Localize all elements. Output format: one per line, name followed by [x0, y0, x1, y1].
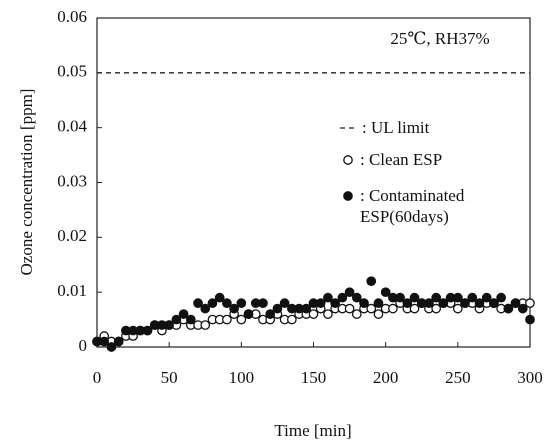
data-point — [503, 303, 514, 314]
data-point — [409, 303, 420, 314]
x-tick-label: 200 — [373, 368, 399, 387]
data-point — [286, 314, 297, 325]
data-point — [489, 298, 499, 308]
x-tick-label: 100 — [229, 368, 255, 387]
data-point — [431, 292, 442, 303]
data-point — [373, 309, 384, 319]
legend-symbol — [343, 191, 353, 201]
data-point — [272, 303, 283, 314]
data-point — [366, 303, 377, 314]
y-tick-label: 0.03 — [57, 171, 87, 190]
data-point — [330, 298, 340, 308]
data-point — [424, 298, 434, 308]
data-point — [99, 336, 110, 347]
data-point — [315, 298, 326, 308]
data-point — [380, 287, 391, 298]
x-tick-label: 300 — [517, 368, 543, 387]
y-tick-label: 0 — [79, 336, 88, 355]
data-point — [395, 292, 405, 303]
x-tick-label: 0 — [93, 368, 102, 387]
data-point — [344, 303, 355, 314]
y-tick-label: 0.02 — [57, 226, 87, 245]
data-point — [474, 298, 485, 308]
data-point — [279, 298, 290, 308]
data-point — [113, 336, 124, 347]
data-point — [106, 342, 117, 352]
data-point — [438, 298, 449, 308]
data-point — [200, 320, 211, 330]
data-point — [402, 298, 413, 308]
x-axis-label: Time [min] — [274, 421, 351, 440]
data-point — [388, 303, 398, 314]
legend-label: : UL limit — [362, 118, 430, 137]
data-point — [525, 298, 535, 308]
data-point — [236, 298, 247, 308]
data-point — [258, 298, 268, 308]
legend-label-box: : Clean ESP — [360, 150, 443, 169]
y-tick-label: 0.04 — [57, 117, 87, 136]
data-point — [265, 309, 276, 319]
data-point — [481, 292, 492, 303]
data-point — [452, 303, 463, 314]
data-point — [467, 292, 478, 303]
data-point — [214, 292, 225, 303]
data-point — [171, 314, 182, 325]
data-point — [351, 309, 362, 319]
y-axis-label: Ozone concentration [ppm] — [17, 89, 36, 276]
data-point — [373, 298, 384, 308]
data-point — [366, 276, 377, 287]
data-point — [460, 298, 470, 308]
data-point — [222, 298, 232, 308]
data-point — [496, 292, 506, 303]
x-tick-label: 50 — [161, 368, 178, 387]
y-tick-label: 0.05 — [57, 62, 87, 81]
legend-label: : Contaminated ESP(60days) — [360, 186, 465, 226]
data-point — [308, 309, 319, 319]
data-point — [525, 314, 535, 325]
data-point — [193, 298, 203, 308]
data-point — [359, 298, 369, 308]
data-point — [178, 309, 189, 319]
data-point — [301, 303, 312, 314]
data-point — [323, 292, 333, 303]
y-tick-label: 0.06 — [57, 7, 87, 26]
legend-label-box: : Contaminated ESP(60days) — [360, 186, 465, 226]
data-point — [344, 287, 355, 298]
data-point — [164, 320, 175, 330]
data-point — [337, 292, 348, 303]
annotation: 25℃, RH37% — [390, 29, 489, 48]
data-point — [200, 303, 211, 314]
x-tick-label: 250 — [445, 368, 471, 387]
data-point — [207, 298, 218, 308]
data-point — [409, 292, 420, 303]
legend-symbol — [343, 155, 353, 165]
data-point — [142, 325, 153, 336]
data-point — [323, 309, 333, 319]
x-tick-label: 150 — [301, 368, 327, 387]
data-point — [452, 292, 463, 303]
data-point — [351, 292, 362, 303]
legend-label: : Clean ESP — [360, 150, 443, 169]
data-point — [431, 303, 442, 314]
data-point — [243, 309, 254, 319]
y-tick-label: 0.01 — [57, 281, 87, 300]
data-point — [222, 314, 232, 325]
data-point — [229, 303, 239, 314]
data-point — [185, 314, 196, 325]
data-point — [517, 303, 528, 314]
data-point — [236, 314, 247, 325]
data-point — [510, 298, 521, 308]
